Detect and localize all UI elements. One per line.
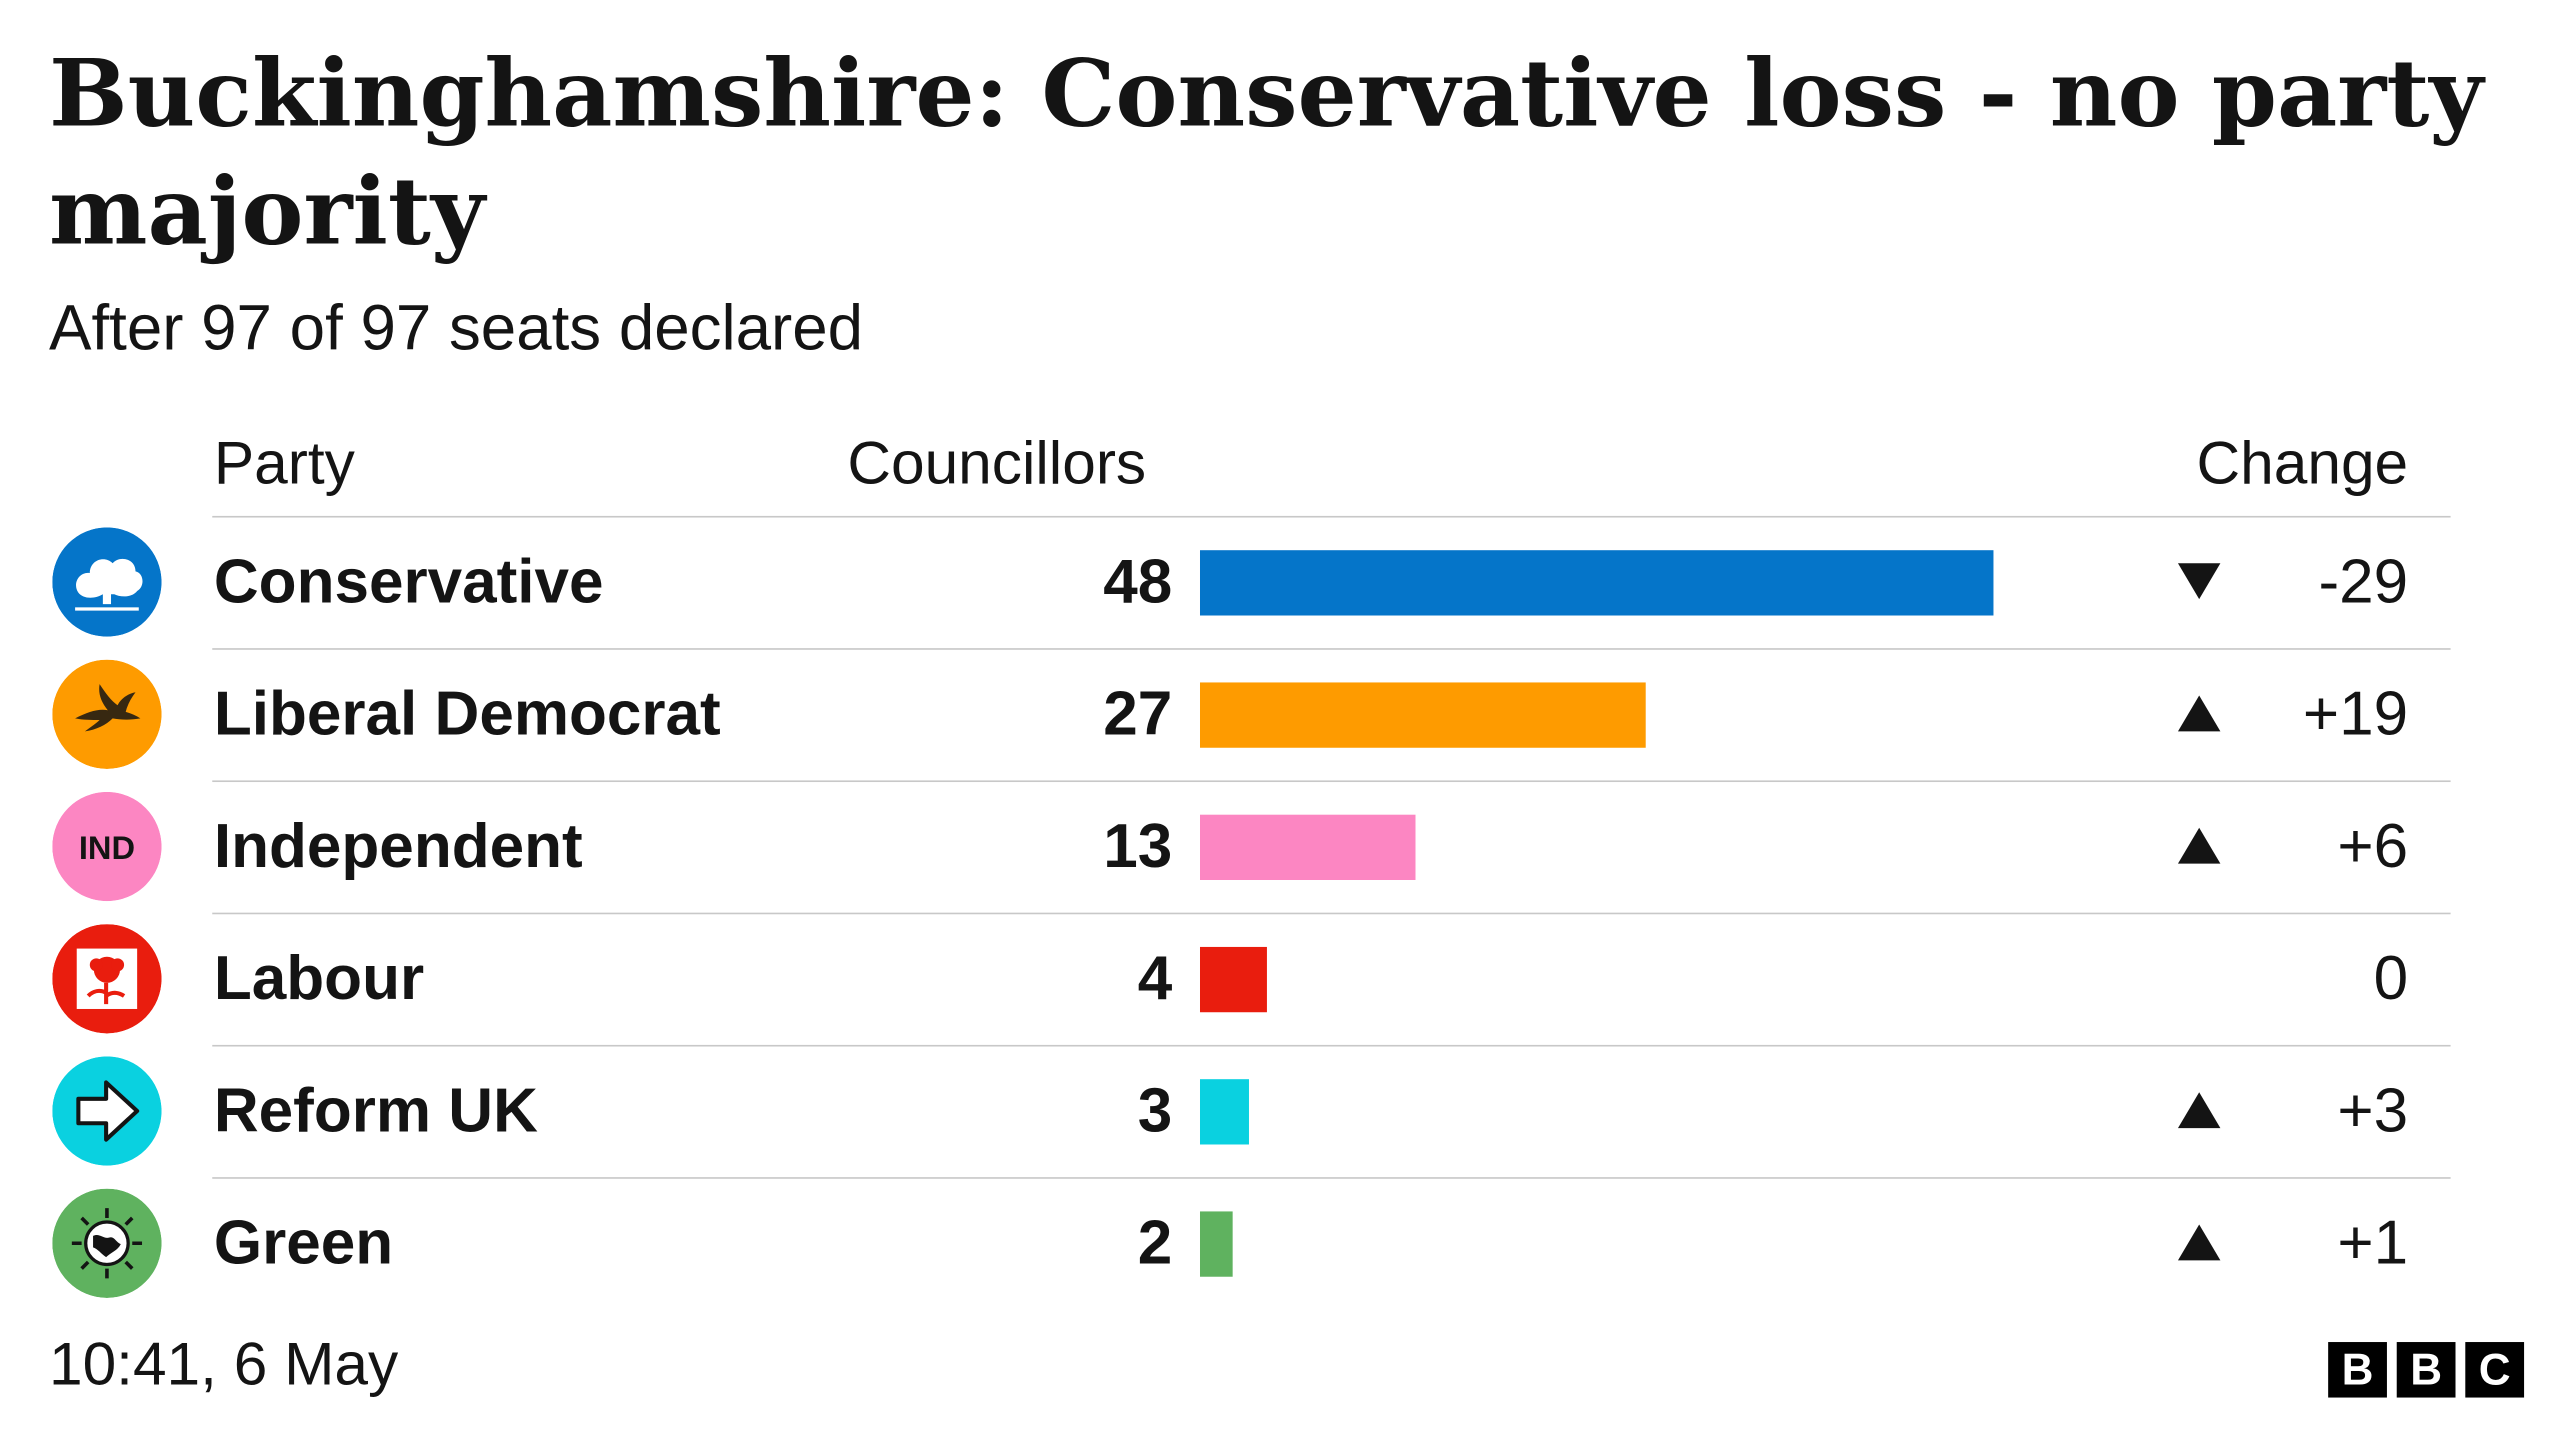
change-value: +6 <box>2337 813 2409 882</box>
change-value: +3 <box>2337 1077 2409 1147</box>
table-row: Conservative 48 -29 <box>0 518 2560 650</box>
independent-ind-icon: IND <box>52 791 162 902</box>
row-divider <box>212 912 2451 915</box>
libdem-bird-icon <box>52 659 162 769</box>
triangle-up-icon <box>2175 1089 2224 1131</box>
party-name: Reform UK <box>213 1077 538 1147</box>
seats-bar <box>1199 946 1267 1013</box>
seats-label: 27 <box>1103 680 1173 750</box>
green-globe-icon <box>52 1188 162 1298</box>
table-row: Liberal Democrat 27 +19 <box>0 650 2560 782</box>
table-row: Reform UK 3 +3 <box>0 1047 2560 1179</box>
seats-bar <box>1199 1211 1233 1277</box>
bbc-logo: B B C <box>2328 1342 2525 1398</box>
party-name: Liberal Democrat <box>213 680 721 750</box>
column-header-party: Party <box>213 429 355 497</box>
bbc-logo-letter: B <box>2396 1342 2456 1398</box>
column-header-councillors: Councillors <box>847 429 1147 497</box>
seats-label: 4 <box>1137 945 1173 1014</box>
party-name: Conservative <box>213 548 604 618</box>
svg-text:IND: IND <box>79 829 135 866</box>
seats-bar <box>1199 1079 1249 1145</box>
row-divider <box>212 648 2451 650</box>
chart-subtitle: After 97 of 97 seats declared <box>48 293 864 365</box>
chart-title: Buckinghamshire: Conservative loss - no … <box>48 39 2484 267</box>
labour-rose-icon <box>52 924 162 1034</box>
row-divider <box>212 1044 2451 1047</box>
table-row: IND Independent 13 +6 <box>0 782 2560 914</box>
party-name: Labour <box>213 945 425 1014</box>
seats-bar <box>1199 814 1416 880</box>
triangle-down-icon <box>2175 560 2224 602</box>
bbc-logo-letter: B <box>2328 1342 2387 1398</box>
seats-label: 48 <box>1103 548 1173 618</box>
bbc-logo-letter: C <box>2465 1342 2525 1398</box>
timestamp: 10:41, 6 May <box>48 1330 399 1398</box>
party-name: Green <box>213 1209 394 1279</box>
row-divider <box>212 1177 2451 1179</box>
triangle-up-icon <box>2175 1221 2224 1263</box>
reform-arrow-icon <box>52 1056 162 1166</box>
change-value: +19 <box>2302 680 2409 750</box>
row-divider <box>212 780 2451 783</box>
row-divider <box>212 515 2451 518</box>
conservative-tree-icon <box>52 527 162 637</box>
triangle-up-icon <box>2175 824 2224 866</box>
seats-bar <box>1199 550 1994 616</box>
column-header-change: Change <box>2196 429 2409 497</box>
seats-bar <box>1199 682 1646 748</box>
change-value: +1 <box>2337 1209 2409 1279</box>
seats-label: 3 <box>1137 1077 1173 1147</box>
change-value: -29 <box>2318 548 2409 618</box>
seats-label: 13 <box>1103 813 1173 882</box>
table-row: Green 2 +1 <box>0 1179 2560 1311</box>
party-name: Independent <box>213 813 583 882</box>
table-row: Labour 4 0 <box>0 914 2560 1046</box>
triangle-up-icon <box>2175 692 2224 734</box>
change-value: 0 <box>2373 945 2409 1014</box>
seats-label: 2 <box>1137 1209 1173 1279</box>
